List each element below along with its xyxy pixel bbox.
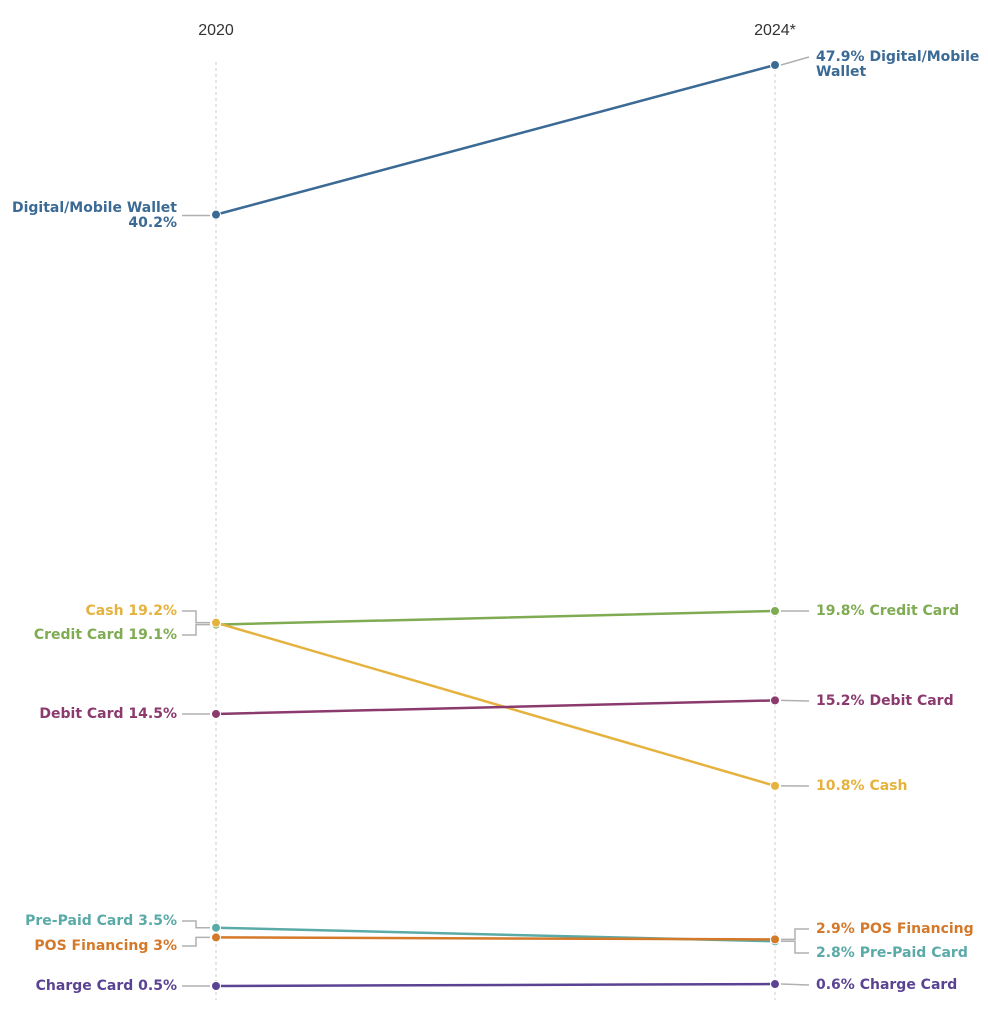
point-2024-credit-card <box>770 605 780 616</box>
series-line-credit-card <box>214 609 777 626</box>
label-2020-pos-financing: POS Financing 3% <box>34 938 177 954</box>
label-2024-credit-card: 19.8% Credit Card <box>816 603 959 619</box>
label-2024-digital-mobile-wallet: 47.9% Digital/Mobile Wallet <box>816 49 979 80</box>
label-2020-cash: Cash 19.2% <box>86 603 177 619</box>
point-2020-debit-card <box>211 708 221 719</box>
point-2020-charge-card <box>211 981 221 991</box>
point-2020-cash <box>211 617 221 628</box>
point-2024-cash <box>770 780 780 791</box>
connector-2020-cash <box>182 610 210 624</box>
series-line-digital-mobile-wallet <box>214 63 777 216</box>
label-2020-digital-mobile-wallet: Digital/Mobile Wallet 40.2% <box>12 200 177 231</box>
label-2020-pre-paid-card-line-1: Pre-Paid Card 3.5% <box>25 913 177 929</box>
series-line-charge-card <box>214 982 777 988</box>
label-2020-credit-card-line-1: Credit Card 19.1% <box>34 627 177 643</box>
label-2024-cash: 10.8% Cash <box>816 778 907 794</box>
point-2024-charge-card <box>770 979 780 990</box>
label-2020-digital-mobile-wallet-line-2: 40.2% <box>128 215 177 231</box>
label-2024-debit-card: 15.2% Debit Card <box>816 693 954 709</box>
connector-2020-credit-card <box>182 623 210 636</box>
point-2020-digital-mobile-wallet <box>211 209 221 220</box>
label-2020-cash-line-1: Cash 19.2% <box>86 603 177 619</box>
axis-label-right: 2024* <box>754 22 796 39</box>
label-2024-pos-financing-line-1: 2.9% POS Financing <box>816 921 974 937</box>
label-2020-digital-mobile-wallet-line-1: Digital/Mobile Wallet <box>12 200 177 216</box>
label-2024-digital-mobile-wallet-line-2: Wallet <box>816 64 866 80</box>
label-2024-charge-card: 0.6% Charge Card <box>816 977 957 993</box>
series-line-debit-card <box>214 699 777 716</box>
connector-2024-debit-card <box>780 699 810 702</box>
point-2020-pos-financing <box>211 932 221 943</box>
label-2024-charge-card-line-1: 0.6% Charge Card <box>816 977 957 993</box>
connector-2024-pos-financing <box>781 928 809 941</box>
connector-2024-charge-card <box>780 983 810 986</box>
series-line-pos-financing <box>214 936 777 941</box>
point-2024-pos-financing <box>770 934 780 945</box>
label-2024-pre-paid-card: 2.8% Pre-Paid Card <box>816 945 968 961</box>
label-2024-pre-paid-card-line-1: 2.8% Pre-Paid Card <box>816 945 968 961</box>
point-2024-digital-mobile-wallet <box>770 60 780 70</box>
connector-2024-digital-mobile-wallet <box>780 56 810 66</box>
label-2024-pos-financing: 2.9% POS Financing <box>816 921 974 937</box>
label-2020-debit-card-line-1: Debit Card 14.5% <box>39 706 177 722</box>
connector-2020-pos-financing <box>182 936 210 947</box>
label-2020-charge-card: Charge Card 0.5% <box>36 978 177 994</box>
connector-2020-pre-paid-card <box>182 920 210 929</box>
label-2020-pos-financing-line-1: POS Financing 3% <box>34 938 177 954</box>
point-2024-debit-card <box>770 695 780 706</box>
label-2024-cash-line-1: 10.8% Cash <box>816 778 907 794</box>
point-2020-pre-paid-card <box>211 922 221 933</box>
label-2024-digital-mobile-wallet-line-1: 47.9% Digital/Mobile <box>816 49 979 65</box>
series-line-cash <box>214 621 777 788</box>
label-2020-credit-card: Credit Card 19.1% <box>34 627 177 643</box>
label-2024-debit-card-line-1: 15.2% Debit Card <box>816 693 954 709</box>
label-2020-debit-card: Debit Card 14.5% <box>39 706 177 722</box>
label-2020-charge-card-line-1: Charge Card 0.5% <box>36 978 177 994</box>
label-2020-pre-paid-card: Pre-Paid Card 3.5% <box>25 913 177 929</box>
axis-label-left: 2020 <box>198 22 234 39</box>
label-2024-credit-card-line-1: 19.8% Credit Card <box>816 603 959 619</box>
connector-2024-pre-paid-card <box>781 940 809 954</box>
